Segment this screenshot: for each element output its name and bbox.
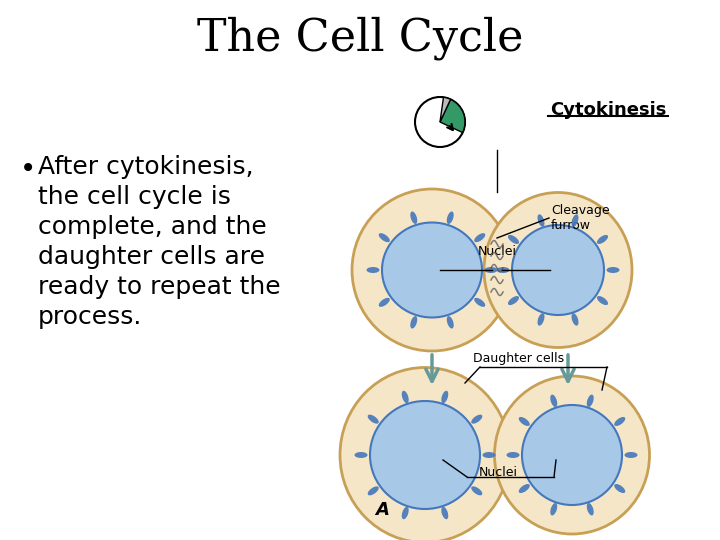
Text: A: A bbox=[375, 501, 389, 519]
Text: Nuclei: Nuclei bbox=[479, 466, 518, 479]
Ellipse shape bbox=[484, 192, 632, 348]
Text: daughter cells are: daughter cells are bbox=[38, 245, 265, 269]
Text: Nuclei: Nuclei bbox=[477, 245, 516, 258]
Ellipse shape bbox=[497, 267, 510, 273]
Text: Cleavage
furrow: Cleavage furrow bbox=[551, 204, 610, 232]
Ellipse shape bbox=[587, 395, 594, 407]
Text: the cell cycle is: the cell cycle is bbox=[38, 185, 231, 209]
Ellipse shape bbox=[340, 368, 510, 540]
Wedge shape bbox=[440, 99, 465, 132]
Ellipse shape bbox=[474, 233, 485, 242]
Ellipse shape bbox=[402, 507, 409, 519]
Ellipse shape bbox=[366, 267, 379, 273]
Text: After cytokinesis,: After cytokinesis, bbox=[38, 155, 253, 179]
Text: Cytokinesis: Cytokinesis bbox=[550, 101, 666, 119]
Ellipse shape bbox=[512, 225, 604, 315]
Ellipse shape bbox=[538, 313, 544, 326]
Text: process.: process. bbox=[38, 305, 143, 329]
Ellipse shape bbox=[446, 212, 454, 224]
Ellipse shape bbox=[614, 484, 625, 493]
Ellipse shape bbox=[354, 452, 367, 458]
Ellipse shape bbox=[508, 235, 519, 244]
Ellipse shape bbox=[587, 503, 594, 516]
Ellipse shape bbox=[624, 452, 637, 458]
Text: Daughter cells: Daughter cells bbox=[473, 352, 564, 365]
Ellipse shape bbox=[606, 267, 619, 273]
Ellipse shape bbox=[508, 296, 519, 305]
Wedge shape bbox=[440, 97, 451, 122]
Ellipse shape bbox=[402, 391, 409, 403]
Ellipse shape bbox=[572, 214, 578, 227]
Text: ready to repeat the: ready to repeat the bbox=[38, 275, 281, 299]
Ellipse shape bbox=[471, 415, 482, 424]
Ellipse shape bbox=[474, 298, 485, 307]
Ellipse shape bbox=[550, 395, 557, 407]
Ellipse shape bbox=[550, 503, 557, 516]
Ellipse shape bbox=[368, 487, 379, 495]
Ellipse shape bbox=[518, 484, 530, 493]
Text: The Cell Cycle: The Cell Cycle bbox=[197, 16, 523, 60]
Ellipse shape bbox=[597, 235, 608, 244]
Ellipse shape bbox=[379, 233, 390, 242]
Ellipse shape bbox=[471, 487, 482, 495]
Ellipse shape bbox=[522, 405, 622, 505]
Ellipse shape bbox=[379, 298, 390, 307]
Ellipse shape bbox=[614, 417, 625, 426]
Ellipse shape bbox=[368, 415, 379, 424]
Ellipse shape bbox=[370, 401, 480, 509]
Ellipse shape bbox=[572, 313, 578, 326]
Ellipse shape bbox=[410, 212, 418, 224]
Ellipse shape bbox=[446, 316, 454, 328]
Circle shape bbox=[415, 97, 465, 147]
Ellipse shape bbox=[506, 452, 520, 458]
Ellipse shape bbox=[441, 391, 449, 403]
Ellipse shape bbox=[382, 222, 482, 318]
Ellipse shape bbox=[538, 214, 544, 227]
Ellipse shape bbox=[495, 376, 649, 534]
Ellipse shape bbox=[518, 417, 530, 426]
Ellipse shape bbox=[485, 267, 498, 273]
Ellipse shape bbox=[441, 507, 449, 519]
Text: complete, and the: complete, and the bbox=[38, 215, 266, 239]
Ellipse shape bbox=[410, 316, 418, 328]
Ellipse shape bbox=[482, 452, 495, 458]
Ellipse shape bbox=[352, 189, 512, 351]
Ellipse shape bbox=[597, 296, 608, 305]
Text: •: • bbox=[20, 155, 36, 183]
